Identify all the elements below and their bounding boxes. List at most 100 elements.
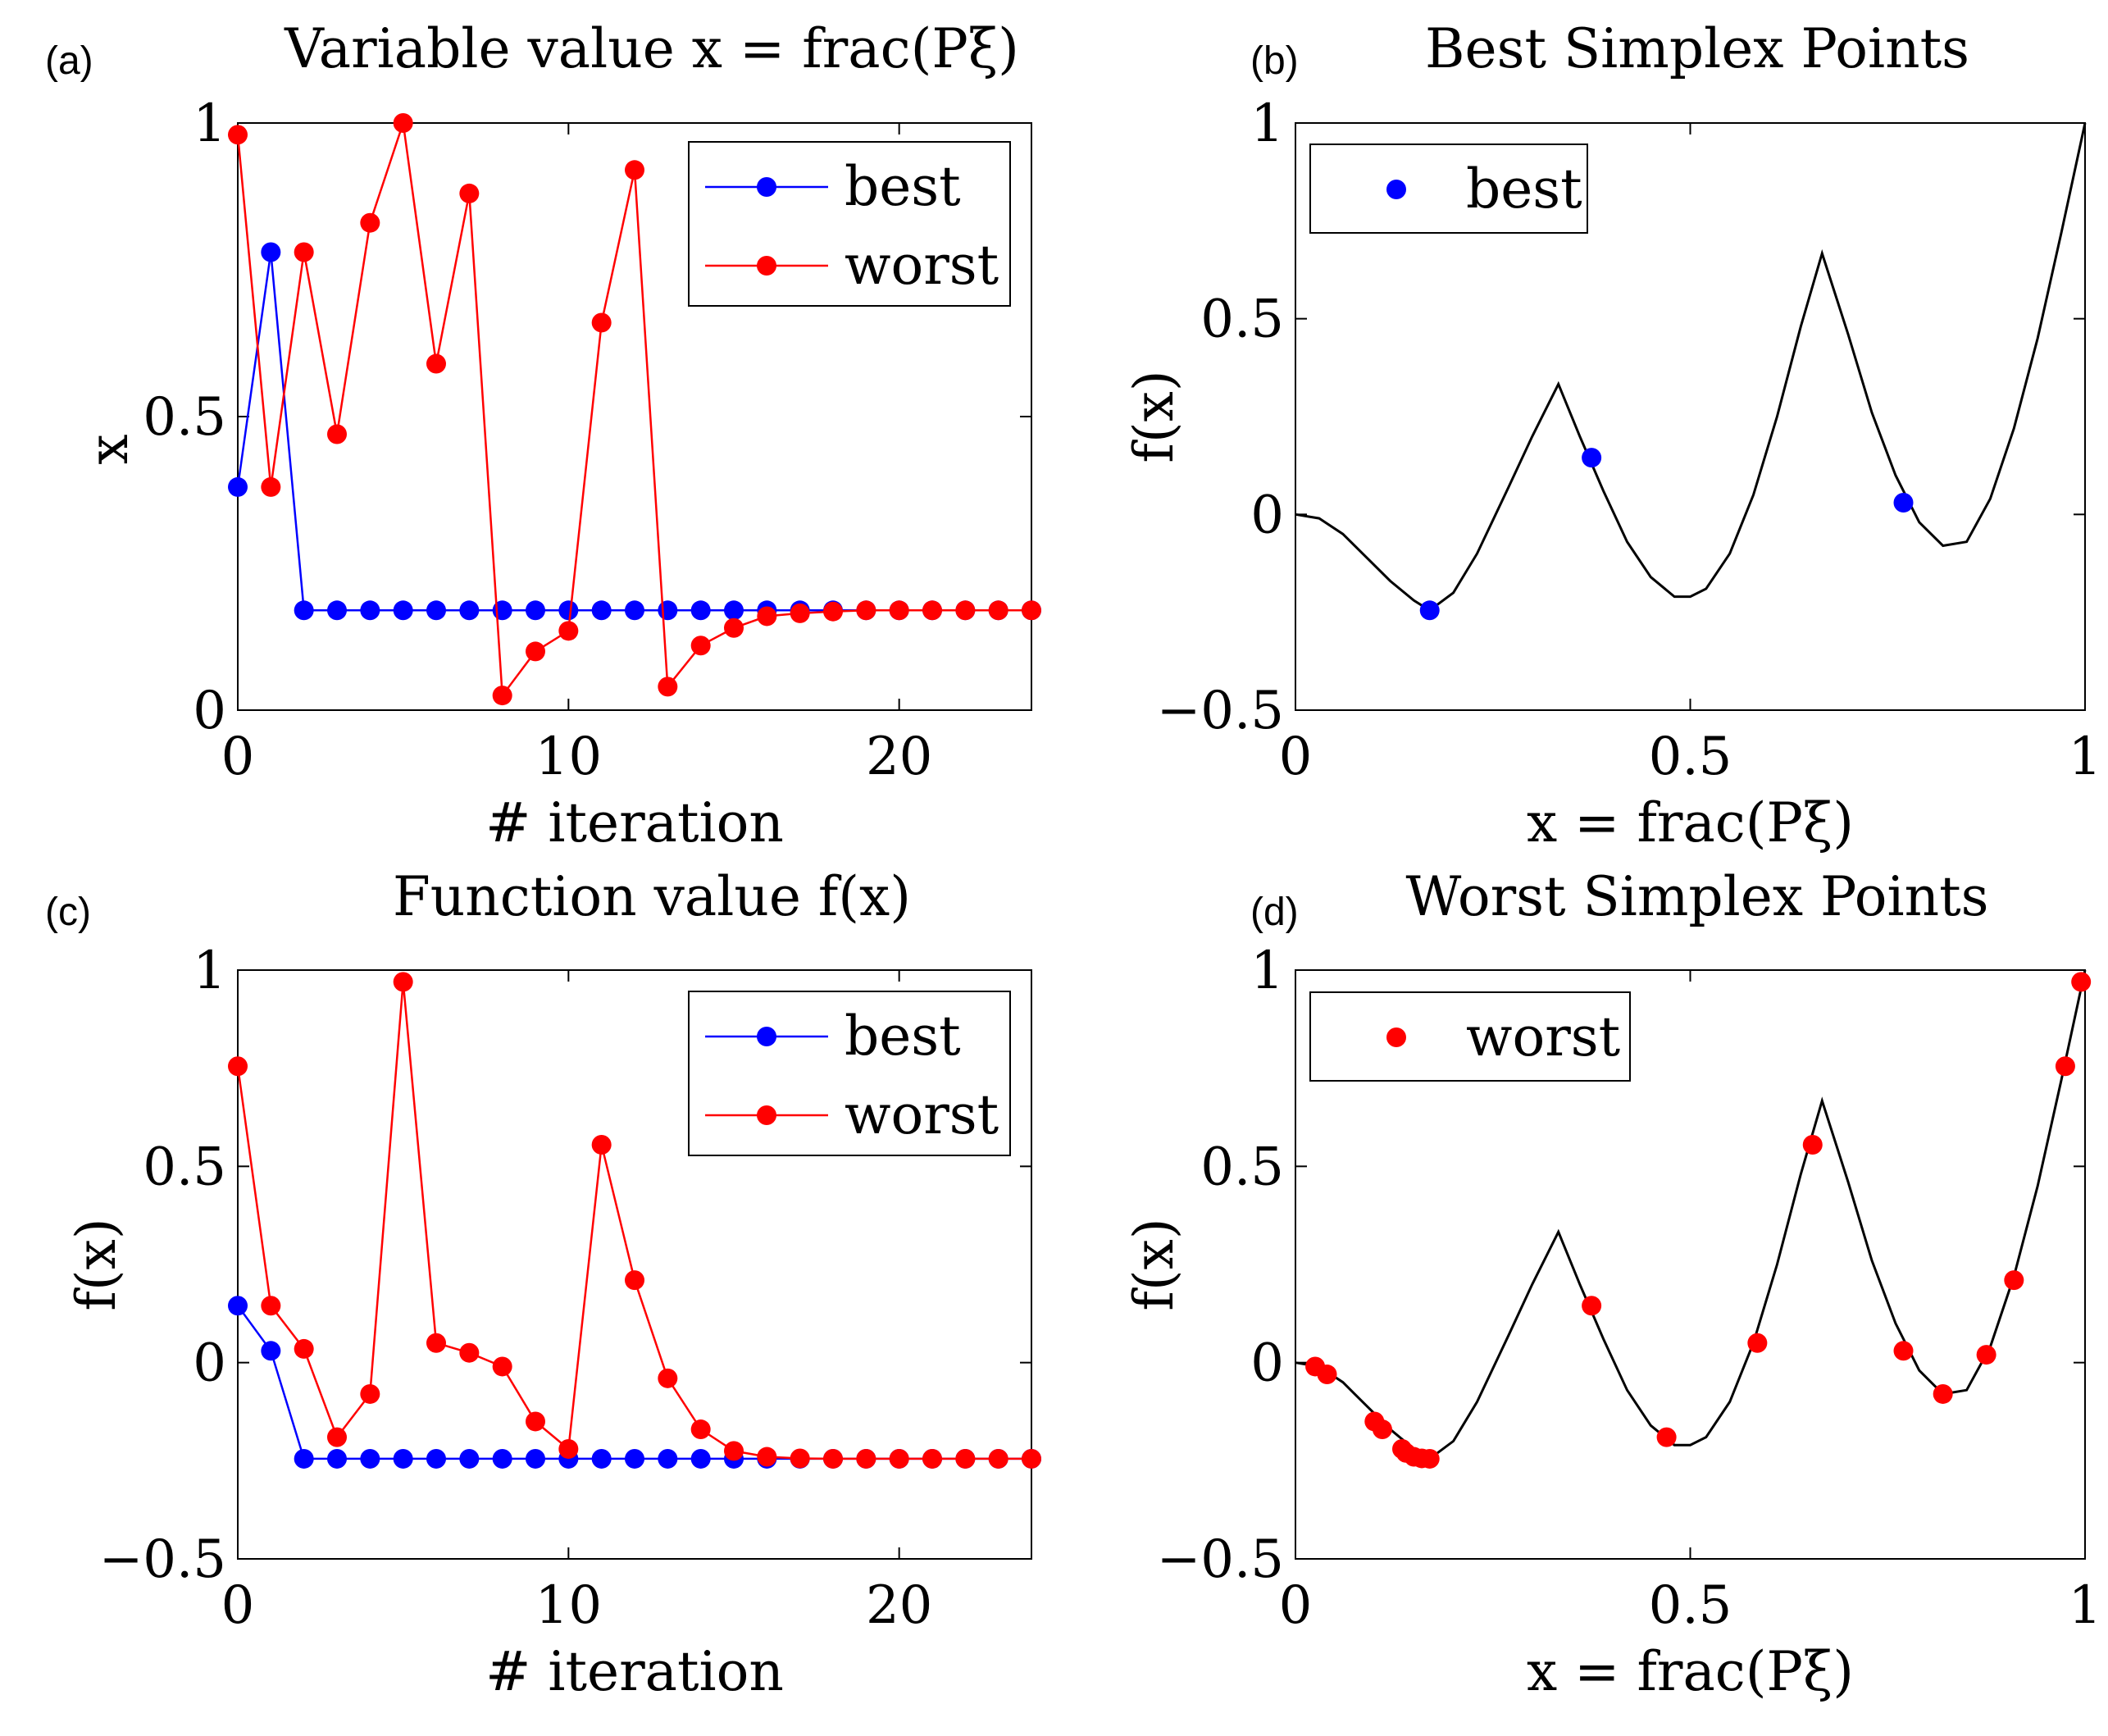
x-tick-label: 0 (1279, 1575, 1313, 1636)
x-tick-label: 0 (221, 727, 255, 787)
data-point-best (393, 600, 413, 621)
legend-marker-best (1386, 180, 1406, 199)
data-point-best (658, 600, 678, 621)
data-point-best (261, 242, 281, 262)
chart-title: Worst Simplex Points (1405, 865, 1988, 928)
data-point-best (426, 1448, 446, 1469)
x-tick-label: 1 (2069, 727, 2102, 787)
data-point-best (1893, 493, 1914, 513)
data-point-worst (757, 606, 777, 627)
data-point-worst (790, 603, 810, 623)
data-point-worst (1022, 1448, 1041, 1469)
panel-label: (c) (45, 891, 91, 934)
legend-label-worst: worst (845, 234, 999, 297)
data-point-worst (558, 621, 579, 641)
plot-area (228, 972, 1041, 1469)
data-point-worst (492, 1356, 512, 1377)
plot-area (1295, 122, 2087, 621)
y-tick-label: −0.5 (1157, 681, 1284, 741)
axes-box (237, 969, 1032, 1560)
data-point-worst (360, 212, 380, 233)
panel-label: (a) (45, 39, 93, 83)
y-axis-label: x (77, 434, 140, 464)
y-axis-label: f(x) (65, 1218, 128, 1310)
data-point-best (690, 600, 711, 621)
data-point-best (591, 1448, 612, 1469)
data-point-best (492, 1448, 512, 1469)
data-point-worst (823, 601, 843, 622)
data-point-worst (790, 1448, 810, 1469)
data-point-worst (2004, 1270, 2024, 1291)
data-point-best (459, 1448, 480, 1469)
y-tick-label: 1 (193, 941, 226, 1001)
data-point-worst (856, 600, 876, 621)
data-point-worst (2055, 1056, 2075, 1077)
x-axis-label: x = frac(Pξ) (1527, 1640, 1854, 1703)
x-axis-label: # iteration (485, 791, 784, 854)
legend-marker-best (757, 1027, 776, 1046)
data-point-worst (1747, 1333, 1768, 1353)
data-point-worst (1893, 1341, 1914, 1361)
data-point-worst (625, 1270, 644, 1291)
data-point-worst (1582, 1296, 1602, 1316)
data-point-worst (724, 1441, 744, 1461)
y-tick-label: −0.5 (99, 1529, 226, 1590)
panel-label: (d) (1250, 891, 1299, 934)
x-tick-label: 10 (535, 727, 602, 787)
data-point-worst (591, 312, 612, 333)
x-axis-label: # iteration (485, 1640, 784, 1703)
x-tick-label: 0 (1279, 727, 1313, 787)
data-point-worst (856, 1448, 876, 1469)
data-point-best (690, 1448, 711, 1469)
legend-box (688, 991, 1011, 1156)
data-point-worst (360, 1383, 380, 1404)
data-point-worst (393, 972, 413, 992)
x-tick-label: 0.5 (1649, 727, 1732, 787)
data-point-worst (294, 1338, 314, 1359)
data-point-best (1582, 448, 1602, 468)
data-point-worst (327, 1427, 347, 1447)
data-point-worst (724, 617, 744, 638)
data-point-worst (1372, 1419, 1392, 1440)
x-tick-label: 1 (2069, 1575, 2102, 1636)
y-tick-label: 1 (193, 93, 226, 154)
data-point-best (426, 600, 446, 621)
legend-marker-worst (1386, 1027, 1406, 1047)
legend-marker-best (757, 177, 776, 197)
data-point-worst (426, 1333, 446, 1353)
x-tick-label: 0 (221, 1575, 255, 1636)
y-tick-label: 0.5 (1200, 289, 1284, 350)
data-point-worst (261, 1296, 281, 1316)
y-tick-label: 0.5 (143, 1137, 226, 1197)
data-point-worst (955, 1448, 976, 1469)
data-point-worst (823, 1448, 843, 1469)
y-axis-label: f(x) (1122, 370, 1186, 462)
y-tick-label: 0 (193, 1333, 226, 1394)
data-point-worst (988, 1448, 1008, 1469)
y-tick-label: 0 (1250, 1333, 1284, 1394)
data-point-worst (658, 1368, 678, 1388)
y-tick-label: 1 (1250, 941, 1284, 1001)
data-point-worst (228, 125, 248, 145)
data-point-worst (658, 677, 678, 697)
data-point-worst (327, 424, 347, 444)
x-tick-label: 0.5 (1649, 1575, 1732, 1636)
data-point-best (558, 600, 579, 621)
data-point-worst (922, 600, 942, 621)
legend-label-worst: worst (845, 1083, 999, 1146)
chart-title: Best Simplex Points (1425, 17, 1969, 80)
y-tick-label: 0 (193, 681, 226, 741)
data-point-worst (558, 1438, 579, 1459)
x-axis-label: x = frac(Pξ) (1527, 791, 1854, 854)
data-point-worst (228, 1056, 248, 1077)
data-point-best (228, 476, 248, 497)
data-point-worst (492, 686, 512, 706)
data-point-best (625, 600, 644, 621)
data-point-worst (889, 600, 909, 621)
data-point-worst (393, 113, 413, 133)
chart-title: Function value f(x) (393, 865, 911, 928)
legend-label-best: best (845, 155, 961, 218)
data-point-best (724, 600, 744, 621)
y-tick-label: 0.5 (143, 387, 226, 448)
